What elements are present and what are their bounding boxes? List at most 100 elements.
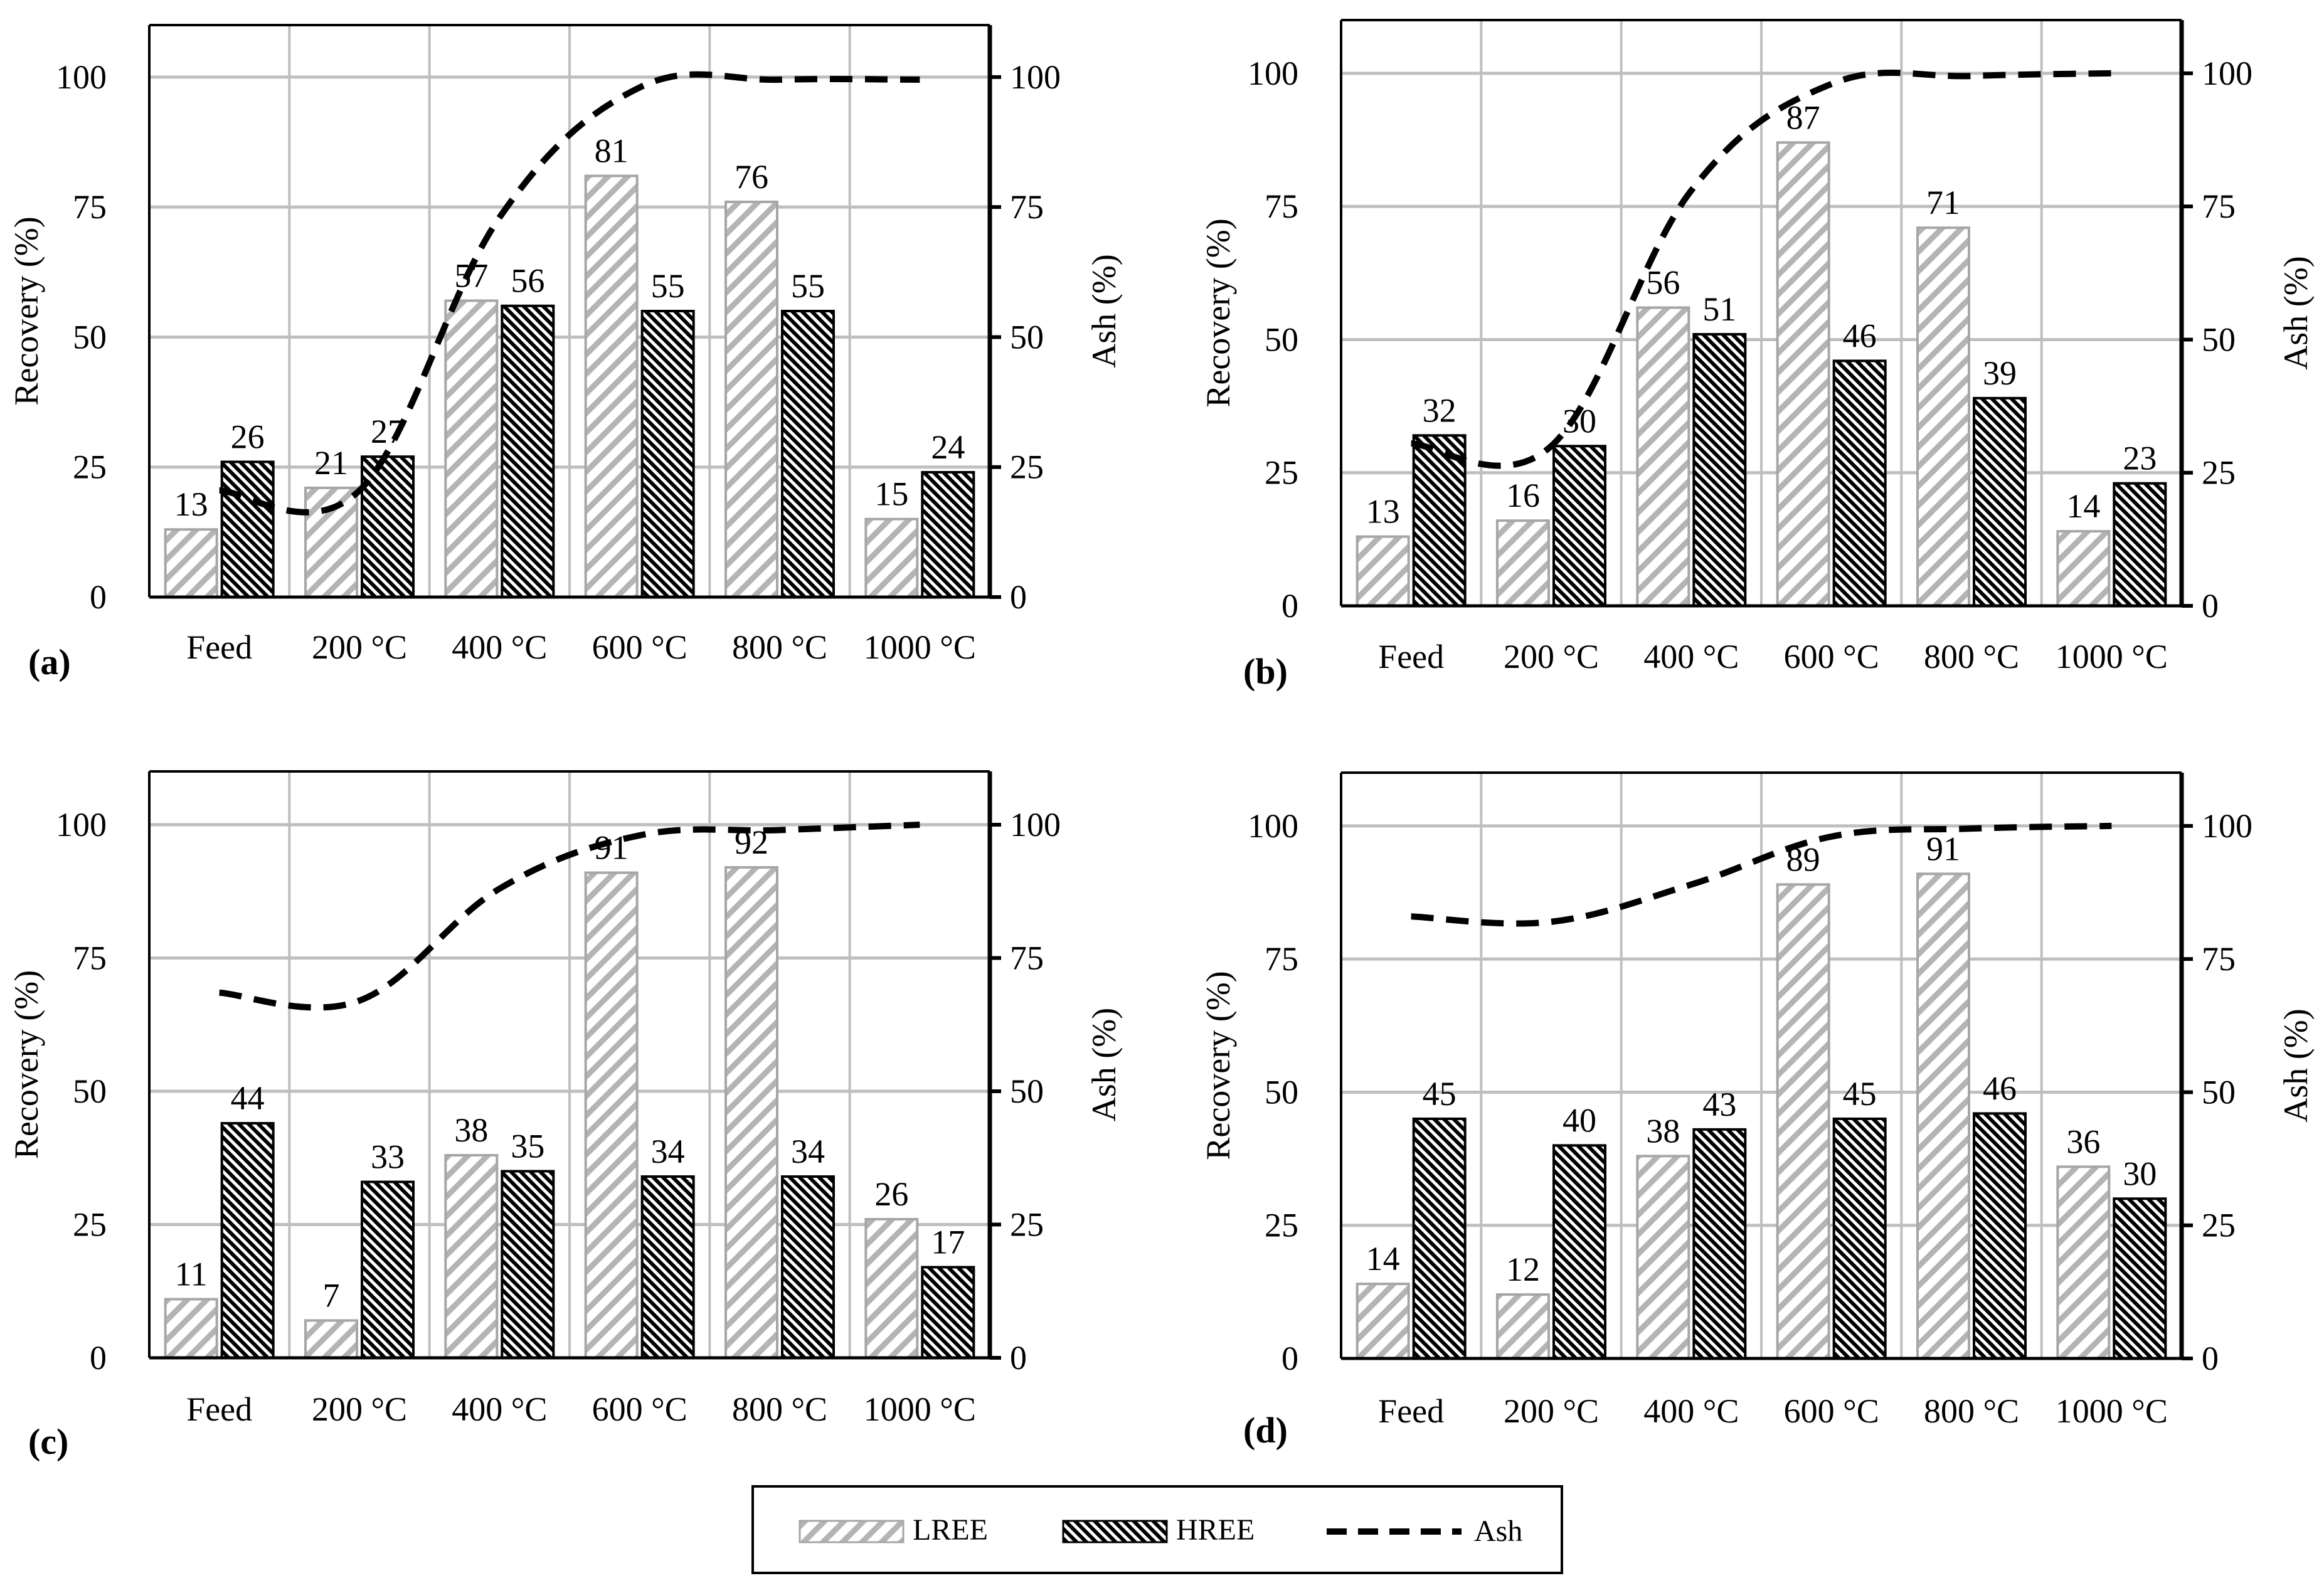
x-tick-label: 600 °C xyxy=(1784,1392,1879,1430)
data-label-hree: 34 xyxy=(791,1133,825,1170)
bar-lree xyxy=(1636,1155,1690,1360)
data-label-hree: 46 xyxy=(1983,1069,2017,1107)
legend-lree-label: LREE xyxy=(913,1513,988,1547)
bar-hree xyxy=(1692,1128,1747,1360)
y-tick-label: 75 xyxy=(1265,940,1298,978)
legend: LREE HREE Ash xyxy=(751,1485,1563,1574)
y2-tick-label: 75 xyxy=(1010,188,1044,226)
data-label-lree: 7 xyxy=(323,1277,340,1315)
y2-tick-label: 100 xyxy=(1010,58,1061,96)
bar-hree xyxy=(1832,359,1887,607)
panel-label: (c) xyxy=(28,1421,68,1462)
data-label-lree: 13 xyxy=(174,485,208,523)
data-label-hree: 45 xyxy=(1843,1075,1877,1113)
data-label-hree: 51 xyxy=(1702,290,1736,328)
data-label-hree: 44 xyxy=(231,1079,265,1117)
series-ash-line xyxy=(1411,70,2112,469)
y2-tick-label: 100 xyxy=(2202,55,2252,92)
data-label-hree: 24 xyxy=(931,428,965,466)
y-tick-label: 25 xyxy=(73,448,107,486)
y2-axis-title: Ash (%) xyxy=(1085,1008,1123,1121)
bar-hree xyxy=(1832,1117,1887,1360)
data-label-hree: 46 xyxy=(1843,317,1877,354)
x-tick-label: 400 °C xyxy=(452,1390,547,1428)
bar-lree xyxy=(164,528,218,599)
y-tick-label: 50 xyxy=(1265,320,1298,358)
y2-tick-label: 25 xyxy=(1010,448,1044,486)
y-tick-label: 25 xyxy=(1265,454,1298,492)
x-tick-label: 600 °C xyxy=(592,628,687,666)
data-label-lree: 91 xyxy=(1926,830,1960,867)
data-label-hree: 26 xyxy=(231,418,265,455)
bar-lree xyxy=(724,200,778,598)
data-label-hree: 23 xyxy=(2123,440,2157,477)
data-label-hree: 34 xyxy=(651,1133,685,1170)
bar-lree xyxy=(1356,535,1410,607)
data-label-lree: 71 xyxy=(1926,184,1960,221)
y2-tick-label: 0 xyxy=(1010,578,1027,616)
data-label-lree: 13 xyxy=(1366,493,1400,531)
bar-hree xyxy=(501,1170,555,1359)
y2-tick-label: 75 xyxy=(2202,188,2236,225)
y2-tick-label: 25 xyxy=(2202,1207,2236,1244)
x-tick-label: 800 °C xyxy=(1924,638,2019,675)
bar-hree xyxy=(781,1175,835,1359)
x-tick-label: 800 °C xyxy=(732,1390,827,1428)
x-tick-label: 1000 °C xyxy=(864,628,976,666)
x-tick-label: 400 °C xyxy=(1643,1392,1739,1430)
data-label-lree: 81 xyxy=(595,132,629,169)
y-axis-title: Recovery (%) xyxy=(8,216,45,405)
y-tick-label: 75 xyxy=(1265,188,1298,225)
data-label-lree: 36 xyxy=(2066,1123,2100,1160)
y-axis-title: Recovery (%) xyxy=(1199,218,1237,407)
bar-lree xyxy=(2056,1165,2111,1360)
x-tick-label: 1000 °C xyxy=(864,1390,976,1428)
bar-lree xyxy=(584,174,639,599)
x-tick-label: 200 °C xyxy=(1504,1392,1599,1430)
bar-hree xyxy=(361,1180,415,1359)
y2-axis-title: Ash (%) xyxy=(2277,256,2315,369)
bar-lree xyxy=(444,299,499,598)
data-label-hree: 56 xyxy=(511,262,544,300)
y-tick-label: 50 xyxy=(73,1072,107,1110)
bar-hree xyxy=(1412,1117,1467,1360)
y-tick-label: 75 xyxy=(73,939,107,977)
x-tick-label: 200 °C xyxy=(312,628,407,666)
bar-hree xyxy=(781,310,835,598)
bar-hree xyxy=(1412,434,1467,607)
y2-tick-label: 0 xyxy=(1010,1339,1027,1377)
bar-lree xyxy=(1916,226,1970,607)
data-label-lree: 16 xyxy=(1506,477,1540,514)
y2-tick-label: 100 xyxy=(2202,807,2252,845)
data-label-lree: 11 xyxy=(175,1256,208,1293)
y-tick-label: 100 xyxy=(1248,807,1298,845)
bar-hree xyxy=(501,304,555,598)
bar-lree xyxy=(864,1218,919,1359)
y2-axis-title: Ash (%) xyxy=(1085,254,1123,368)
panel-b: 1332163056518746713914230255075100025507… xyxy=(1199,19,2315,692)
data-label-lree: 26 xyxy=(874,1175,908,1213)
data-label-hree: 33 xyxy=(371,1138,405,1176)
y2-tick-label: 0 xyxy=(2202,587,2219,625)
x-tick-label: 200 °C xyxy=(1504,638,1599,675)
bar-hree xyxy=(220,1122,275,1359)
y-tick-label: 50 xyxy=(1265,1073,1298,1111)
bar-hree xyxy=(2113,1197,2167,1360)
x-tick-label: 200 °C xyxy=(312,1390,407,1428)
data-label-hree: 45 xyxy=(1423,1075,1456,1113)
data-label-hree: 55 xyxy=(651,267,685,305)
panel-label: (a) xyxy=(28,642,71,682)
y-tick-label: 0 xyxy=(1281,1340,1298,1377)
data-label-hree: 17 xyxy=(931,1224,965,1261)
bar-lree xyxy=(1916,872,1970,1360)
bar-lree xyxy=(1776,141,1830,608)
panel-label: (d) xyxy=(1243,1410,1288,1451)
y2-tick-label: 100 xyxy=(1010,806,1061,844)
data-label-hree: 39 xyxy=(1983,354,2017,392)
bar-hree xyxy=(1552,1144,1606,1360)
bar-lree xyxy=(1496,1293,1550,1360)
data-label-hree: 35 xyxy=(511,1128,544,1165)
bar-lree xyxy=(1356,1283,1410,1360)
